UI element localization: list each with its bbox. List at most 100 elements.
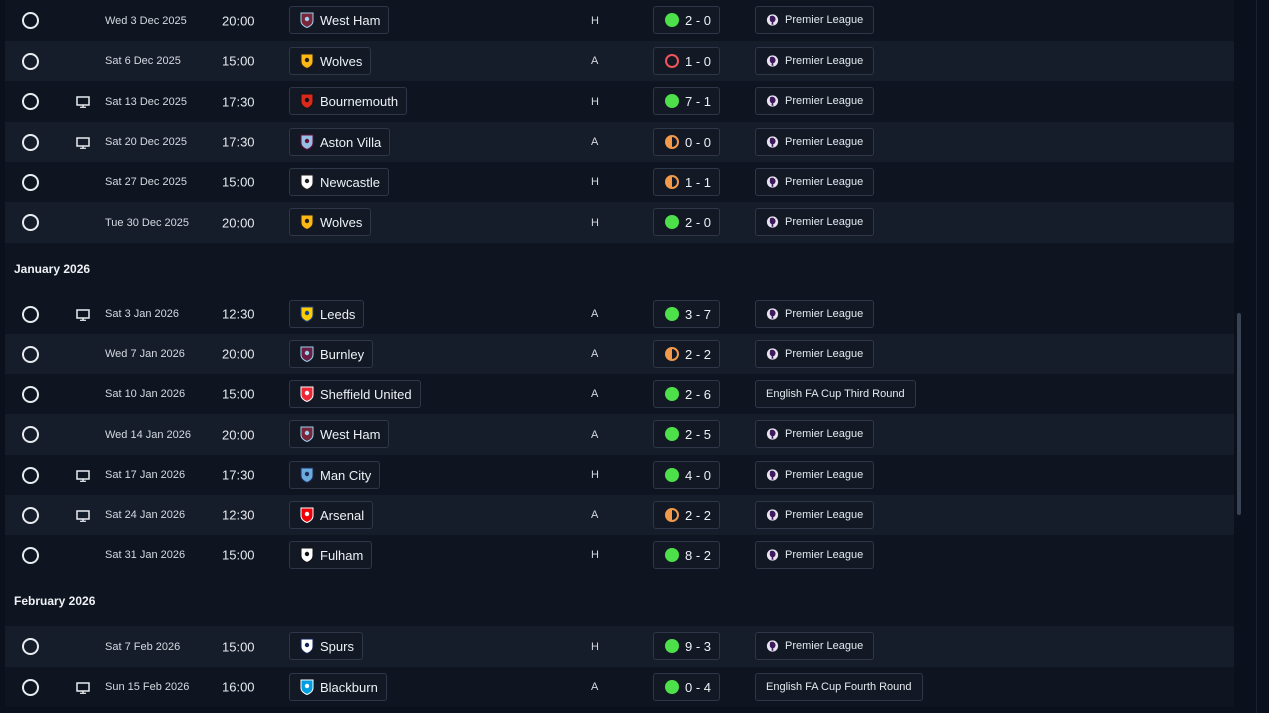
select-circle-icon[interactable] xyxy=(22,346,39,363)
scrollbar-thumb[interactable] xyxy=(1237,313,1241,515)
select-circle-icon[interactable] xyxy=(22,679,39,696)
competition-chip[interactable]: Premier League xyxy=(755,87,875,115)
select-circle-icon[interactable] xyxy=(22,214,39,231)
opponent-team-chip[interactable]: Newcastle xyxy=(289,168,389,196)
result-chip[interactable]: 2 - 0 xyxy=(653,6,720,34)
fixture-row[interactable]: Sat 3 Jan 2026 12:30 Leeds A 3 - 7 Premier Le… xyxy=(5,294,1234,334)
opponent-team-chip[interactable]: Wolves xyxy=(289,47,372,75)
result-chip[interactable]: 4 - 0 xyxy=(653,461,720,489)
fixture-row[interactable]: Sat 17 Jan 2026 17:30 Man City H 4 - 0 Premie… xyxy=(5,455,1234,495)
opponent-team-chip[interactable]: Bournemouth xyxy=(289,87,408,115)
premier-league-lion-icon xyxy=(766,508,779,522)
select-circle-icon[interactable] xyxy=(22,134,39,151)
opponent-team-name: Fulham xyxy=(320,547,364,563)
competition-chip[interactable]: Premier League xyxy=(755,208,875,236)
select-circle-icon[interactable] xyxy=(22,53,39,70)
opponent-team-chip[interactable]: Wolves xyxy=(289,208,372,236)
select-circle-icon[interactable] xyxy=(22,638,39,655)
select-circle-icon[interactable] xyxy=(22,12,39,29)
month-title: February 2026 xyxy=(14,594,96,608)
premier-league-lion-icon xyxy=(766,347,779,361)
kickoff-time: 20:00 xyxy=(222,346,255,362)
kickoff-time: 20:00 xyxy=(222,13,255,28)
select-circle-icon[interactable] xyxy=(22,467,39,484)
venue-indicator: H xyxy=(591,14,599,27)
kickoff-time: 12:30 xyxy=(222,507,255,523)
opponent-team-chip[interactable]: Leeds xyxy=(289,300,365,328)
select-circle-icon[interactable] xyxy=(22,174,39,191)
fixture-date: Sat 17 Jan 2026 xyxy=(105,469,186,481)
fixture-row[interactable]: Tue 30 Dec 2025 20:00 Wolves H 2 - 0 Premier … xyxy=(5,202,1234,243)
competition-chip[interactable]: Premier League xyxy=(755,501,875,529)
score: 2 - 6 xyxy=(685,386,712,402)
fixture-row[interactable]: Wed 14 Jan 2026 20:00 West Ham A 2 - 5 Premie… xyxy=(5,414,1234,455)
result-chip[interactable]: 0 - 4 xyxy=(653,673,720,701)
opponent-team-chip[interactable]: Spurs xyxy=(289,632,363,660)
result-chip[interactable]: 2 - 5 xyxy=(653,420,720,448)
fixture-date: Sat 20 Dec 2025 xyxy=(105,136,187,148)
result-chip[interactable]: 1 - 1 xyxy=(653,168,720,196)
competition-chip[interactable]: English FA Cup Fourth Round xyxy=(755,673,923,701)
fixture-row[interactable]: Sat 31 Jan 2026 15:00 Fulham H 8 - 2 Premier … xyxy=(5,535,1234,575)
score: 0 - 4 xyxy=(685,679,712,695)
result-win-icon xyxy=(665,548,679,562)
opponent-team-chip[interactable]: Sheffield United xyxy=(289,380,421,408)
fixture-row[interactable]: Wed 7 Jan 2026 20:00 Burnley A 2 - 2 Premier … xyxy=(5,334,1234,374)
wolves-crest-icon xyxy=(300,214,314,231)
fixture-row[interactable]: Sat 24 Jan 2026 12:30 Arsenal A 2 - 2 Premier… xyxy=(5,495,1234,535)
opponent-team-chip[interactable]: Arsenal xyxy=(289,501,374,529)
competition-chip[interactable]: Premier League xyxy=(755,632,875,660)
result-chip[interactable]: 2 - 2 xyxy=(653,501,720,529)
fixture-row[interactable]: Sun 15 Feb 2026 16:00 Blackburn A 0 - 4 Engli… xyxy=(5,667,1234,707)
opponent-team-chip[interactable]: Blackburn xyxy=(289,673,387,701)
fixture-row[interactable]: Sat 27 Dec 2025 15:00 Newcastle H 1 - 1 Premi… xyxy=(5,162,1234,202)
result-chip[interactable]: 8 - 2 xyxy=(653,541,720,569)
fixture-date: Sat 7 Feb 2026 xyxy=(105,640,181,653)
fixture-date: Sat 6 Dec 2025 xyxy=(105,55,181,67)
competition-chip[interactable]: Premier League xyxy=(755,168,875,196)
opponent-team-chip[interactable]: West Ham xyxy=(289,420,390,448)
venue-indicator: A xyxy=(591,388,599,400)
fixture-row[interactable]: Sat 10 Jan 2026 15:00 Sheffield United A 2 -… xyxy=(5,374,1234,414)
opponent-team-name: Blackburn xyxy=(320,679,378,695)
result-chip[interactable]: 9 - 3 xyxy=(653,632,720,660)
fixture-row[interactable]: Sat 20 Dec 2025 17:30 Aston Villa A 0 - 0 Pre… xyxy=(5,122,1234,162)
select-circle-icon[interactable] xyxy=(22,386,39,403)
result-draw-icon xyxy=(665,508,679,522)
venue-indicator: A xyxy=(591,308,599,320)
select-circle-icon[interactable] xyxy=(22,93,39,110)
result-chip[interactable]: 0 - 0 xyxy=(653,128,720,156)
opponent-team-chip[interactable]: Burnley xyxy=(289,340,374,368)
competition-chip[interactable]: Premier League xyxy=(755,47,875,75)
result-win-icon xyxy=(665,387,679,401)
competition-chip[interactable]: Premier League xyxy=(755,6,875,34)
opponent-team-name: Man City xyxy=(320,467,372,483)
opponent-team-chip[interactable]: Aston Villa xyxy=(289,128,391,156)
competition-chip[interactable]: Premier League xyxy=(755,128,875,156)
result-chip[interactable]: 2 - 0 xyxy=(653,208,720,236)
opponent-team-chip[interactable]: Man City xyxy=(289,461,381,489)
competition-chip[interactable]: Premier League xyxy=(755,420,875,448)
select-circle-icon[interactable] xyxy=(22,507,39,524)
competition-chip[interactable]: Premier League xyxy=(755,300,875,328)
result-chip[interactable]: 1 - 0 xyxy=(653,47,720,75)
competition-chip[interactable]: English FA Cup Third Round xyxy=(755,380,916,408)
select-circle-icon[interactable] xyxy=(22,547,39,564)
opponent-team-chip[interactable]: West Ham xyxy=(289,6,390,34)
fixture-row[interactable]: Sat 13 Dec 2025 17:30 Bournemouth H 7 - 1 Pre… xyxy=(5,81,1234,122)
kickoff-time: 15:00 xyxy=(222,174,255,190)
result-chip[interactable]: 3 - 7 xyxy=(653,300,720,328)
opponent-team-chip[interactable]: Fulham xyxy=(289,541,373,569)
result-chip[interactable]: 2 - 2 xyxy=(653,340,720,368)
select-circle-icon[interactable] xyxy=(22,426,39,443)
competition-chip[interactable]: Premier League xyxy=(755,541,875,569)
select-circle-icon[interactable] xyxy=(22,306,39,323)
west-ham-crest-icon xyxy=(300,426,314,443)
fixture-row[interactable]: Sat 7 Feb 2026 15:00 Spurs H 9 - 3 Premier Le… xyxy=(5,626,1234,667)
competition-chip[interactable]: Premier League xyxy=(755,340,875,368)
fixture-row[interactable]: Wed 3 Dec 2025 20:00 West Ham H 2 - 0 Premier… xyxy=(5,0,1234,41)
result-chip[interactable]: 2 - 6 xyxy=(653,380,720,408)
result-chip[interactable]: 7 - 1 xyxy=(653,87,720,115)
fixture-row[interactable]: Sat 6 Dec 2025 15:00 Wolves A 1 - 0 Premier L… xyxy=(5,41,1234,81)
competition-chip[interactable]: Premier League xyxy=(755,461,875,489)
